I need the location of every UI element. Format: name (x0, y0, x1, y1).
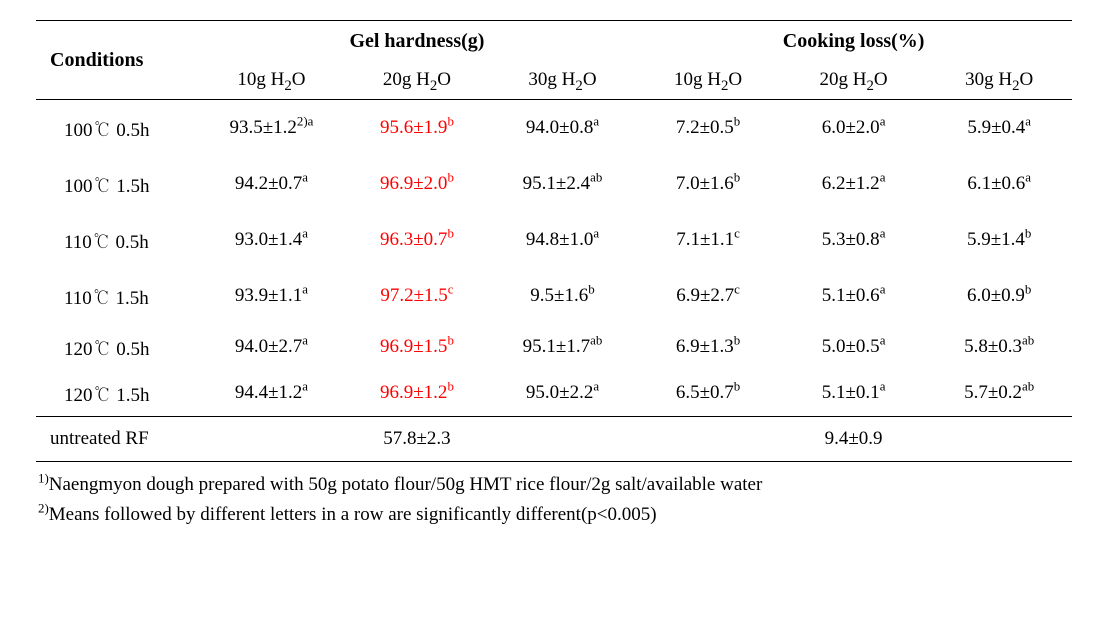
header-row-1: Conditions Gel hardness(g) Cooking loss(… (36, 21, 1072, 62)
cell-gel-20g: 96.9±2.0b (344, 156, 490, 212)
table-row: 120℃ 0.5h94.0±2.7a96.9±1.5b95.1±1.7ab6.9… (36, 324, 1072, 370)
table-row: 100℃ 1.5h94.2±0.7a96.9±2.0b95.1±2.4ab7.0… (36, 156, 1072, 212)
subheader-cl-20g: 20g H2O (781, 61, 927, 100)
subheader-gel-30g: 30g H2O (490, 61, 636, 100)
table-row: 110℃ 0.5h93.0±1.4a96.3±0.7b94.8±1.0a7.1±… (36, 212, 1072, 268)
cell-cl-20g: 6.2±1.2a (781, 156, 927, 212)
cell-gel-20g: 96.9±1.5b (344, 324, 490, 370)
cell-condition: 120℃ 1.5h (36, 370, 199, 417)
cell-gel-20g: 97.2±1.5c (344, 268, 490, 324)
cell-gel-30g: 95.0±2.2a (490, 370, 636, 417)
footnotes: 1)Naengmyon dough prepared with 50g pota… (36, 470, 1072, 531)
cell-cl-20g: 5.3±0.8a (781, 212, 927, 268)
cell-gel-10g: 94.4±1.2a (199, 370, 345, 417)
cell-cl-10g: 6.9±2.7c (635, 268, 781, 324)
cell-gel-20g: 96.9±1.2b (344, 370, 490, 417)
cell-cl-30g: 5.7±0.2ab (926, 370, 1072, 417)
cell-gel-10g: 94.2±0.7a (199, 156, 345, 212)
cell-cl-10g: 7.1±1.1c (635, 212, 781, 268)
data-table: Conditions Gel hardness(g) Cooking loss(… (36, 20, 1072, 462)
cell-gel-30g: 95.1±1.7ab (490, 324, 636, 370)
table-row: 100℃ 0.5h93.5±1.22)a95.6±1.9b94.0±0.8a7.… (36, 100, 1072, 157)
cell-condition: 120℃ 0.5h (36, 324, 199, 370)
header-conditions: Conditions (36, 21, 199, 100)
untreated-cl: 9.4±0.9 (781, 417, 927, 462)
cell-condition: 100℃ 0.5h (36, 100, 199, 157)
cell-gel-30g: 9.5±1.6b (490, 268, 636, 324)
cell-gel-10g: 93.9±1.1a (199, 268, 345, 324)
cell-gel-10g: 93.0±1.4a (199, 212, 345, 268)
cell-gel-20g: 96.3±0.7b (344, 212, 490, 268)
cell-gel-30g: 94.8±1.0a (490, 212, 636, 268)
cell-cl-10g: 6.5±0.7b (635, 370, 781, 417)
footnote-2: 2)Means followed by different letters in… (38, 500, 1072, 530)
cell-gel-10g: 94.0±2.7a (199, 324, 345, 370)
cell-cl-30g: 5.9±0.4a (926, 100, 1072, 157)
cell-cl-10g: 7.2±0.5b (635, 100, 781, 157)
cell-cl-20g: 5.0±0.5a (781, 324, 927, 370)
cell-cl-30g: 6.1±0.6a (926, 156, 1072, 212)
cell-cl-30g: 6.0±0.9b (926, 268, 1072, 324)
cell-gel-20g: 95.6±1.9b (344, 100, 490, 157)
cell-gel-30g: 95.1±2.4ab (490, 156, 636, 212)
header-cooking-loss: Cooking loss(%) (635, 21, 1072, 62)
header-gel-hardness: Gel hardness(g) (199, 21, 636, 62)
untreated-row: untreated RF 57.8±2.3 9.4±0.9 (36, 417, 1072, 462)
cell-cl-30g: 5.8±0.3ab (926, 324, 1072, 370)
footnote-1: 1)Naengmyon dough prepared with 50g pota… (38, 470, 1072, 500)
cell-cl-20g: 5.1±0.1a (781, 370, 927, 417)
untreated-gel: 57.8±2.3 (344, 417, 490, 462)
cell-gel-10g: 93.5±1.22)a (199, 100, 345, 157)
untreated-label: untreated RF (36, 417, 199, 462)
cell-condition: 110℃ 0.5h (36, 212, 199, 268)
cell-cl-30g: 5.9±1.4b (926, 212, 1072, 268)
table-row: 110℃ 1.5h93.9±1.1a97.2±1.5c9.5±1.6b6.9±2… (36, 268, 1072, 324)
subheader-cl-30g: 30g H2O (926, 61, 1072, 100)
table-body: 100℃ 0.5h93.5±1.22)a95.6±1.9b94.0±0.8a7.… (36, 100, 1072, 417)
cell-cl-10g: 6.9±1.3b (635, 324, 781, 370)
cell-cl-20g: 6.0±2.0a (781, 100, 927, 157)
cell-cl-10g: 7.0±1.6b (635, 156, 781, 212)
cell-gel-30g: 94.0±0.8a (490, 100, 636, 157)
table-row: 120℃ 1.5h94.4±1.2a96.9±1.2b95.0±2.2a6.5±… (36, 370, 1072, 417)
table-container: Conditions Gel hardness(g) Cooking loss(… (0, 0, 1108, 531)
subheader-gel-20g: 20g H2O (344, 61, 490, 100)
subheader-cl-10g: 10g H2O (635, 61, 781, 100)
cell-condition: 110℃ 1.5h (36, 268, 199, 324)
subheader-gel-10g: 10g H2O (199, 61, 345, 100)
cell-condition: 100℃ 1.5h (36, 156, 199, 212)
cell-cl-20g: 5.1±0.6a (781, 268, 927, 324)
